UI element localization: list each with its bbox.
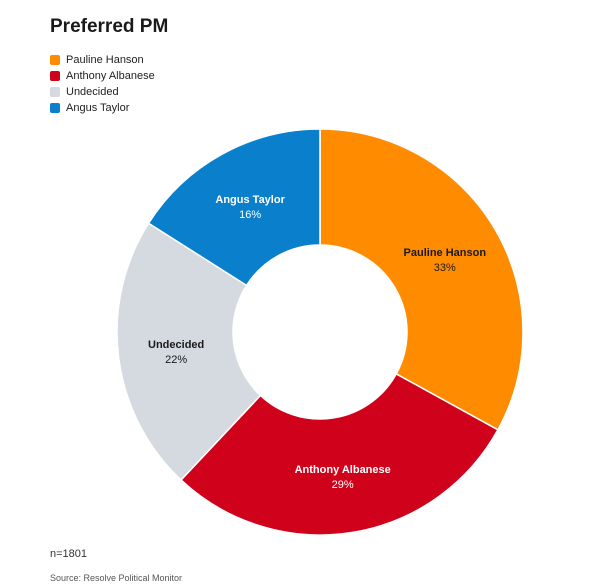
slice-anthony-albanese [179, 372, 499, 536]
legend-swatch [50, 55, 60, 65]
legend-label: Anthony Albanese [66, 70, 155, 82]
source-note: Source: Resolve Political Monitor [50, 573, 183, 583]
slice-pauline-hanson [319, 128, 524, 431]
slice-label-pauline-hanson: Pauline Hanson 33% [404, 247, 487, 274]
slice-label-undecided: Undecided 22% [148, 339, 204, 366]
slice-name-label: Anthony Albanese [295, 464, 391, 476]
slice-angus-taylor [147, 128, 321, 287]
slice-value-label: 29% [332, 479, 354, 491]
legend-swatch [50, 71, 60, 81]
slice-value-label: 22% [165, 354, 187, 366]
slice-value-label: 16% [239, 209, 261, 221]
legend-label: Pauline Hanson [66, 54, 144, 66]
legend-swatch [50, 87, 60, 97]
legend-item-angus-taylor: Angus Taylor [50, 100, 155, 116]
sample-size-note: n=1801 [50, 548, 88, 560]
slice-name-label: Pauline Hanson [404, 247, 487, 259]
slice-value-label: 33% [434, 262, 456, 274]
legend-label: Undecided [66, 86, 119, 98]
legend-item-pauline-hanson: Pauline Hanson [50, 52, 155, 68]
legend-label: Angus Taylor [66, 102, 130, 114]
slice-name-label: Angus Taylor [215, 194, 285, 206]
chart-legend: Pauline Hanson Anthony Albanese Undecided A… [50, 52, 155, 116]
legend-swatch [50, 103, 60, 113]
slice-undecided [116, 222, 262, 482]
chart-title: Preferred PM [50, 16, 169, 37]
legend-item-anthony-albanese: Anthony Albanese [50, 68, 155, 84]
legend-item-undecided: Undecided [50, 84, 155, 100]
slice-label-angus-taylor: Angus Taylor 16% [215, 194, 285, 221]
slice-label-anthony-albanese: Anthony Albanese 29% [295, 464, 391, 491]
slice-name-label: Undecided [148, 339, 204, 351]
